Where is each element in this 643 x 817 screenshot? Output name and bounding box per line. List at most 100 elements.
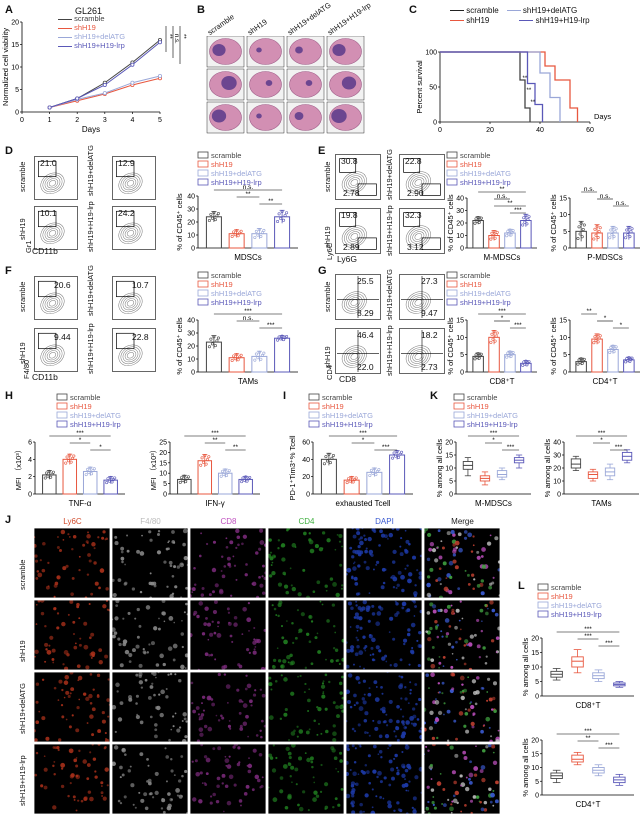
data-dot [493,339,497,343]
fluorescent-cell [235,578,238,581]
fluorescent-cell [56,626,60,630]
flow-percentage: 32.3 [405,210,422,220]
fluorescent-cell [472,712,476,716]
data-dot [594,233,598,237]
fluorescent-cell [350,802,353,805]
micrograph-CD4 [268,744,344,814]
data-dot [508,350,512,354]
data-dot [106,477,110,481]
fluorescent-cell [471,679,477,684]
micrograph-Ly6C [34,528,110,598]
contour [126,300,135,307]
fluorescent-cell [174,712,177,715]
fluorescent-cell [455,640,458,644]
fluorescent-cell [495,636,500,640]
fluorescent-cell [430,663,436,669]
fluorescent-cell [315,794,320,798]
fluorescent-cell [363,719,368,723]
fluorescent-cell [39,600,45,603]
fluorescent-cell [374,726,379,731]
fluorescent-cell [97,536,100,539]
y-axis-label: PD-1⁺Tim3⁺% Tcell [288,435,297,500]
fluorescent-cell [324,673,328,677]
fluorescent-cell [405,539,410,544]
fluorescent-cell [403,638,408,643]
flow-percentage: 2.89 [343,242,360,252]
fluorescent-cell [331,748,336,753]
y-tick-label: 100 [425,50,437,57]
fluorescent-cell [474,702,478,706]
bar-scramble [472,220,484,249]
panel-j-row-label: shH19+H19-lrp [18,755,27,806]
fluorescent-cell [413,591,418,596]
fluorescent-cell [167,547,170,551]
fluorescent-cell [305,632,310,636]
fluorescent-cell [198,601,204,606]
fluorescent-cell [195,706,200,710]
fluorescent-cell [346,771,350,777]
fluorescent-cell [158,693,161,696]
fluorescent-cell [184,653,188,658]
fluorescent-cell [392,637,396,641]
fluorescent-cell [349,546,353,550]
fluorescent-cell [395,528,400,531]
x-tick-label: 0 [438,127,442,134]
fluorescent-cell [101,710,105,715]
fluorescent-cell [88,602,91,605]
fluorescent-cell [346,760,349,765]
fluorescent-cell [204,652,209,657]
y-tick-label: 0 [15,110,19,117]
fluorescent-cell [173,621,176,624]
data-dot [239,353,243,357]
fluorescent-cell [353,663,355,666]
legend-swatch [56,420,68,428]
fluorescent-cell [181,645,184,649]
fluorescent-cell [304,666,308,669]
fluorescent-cell [485,745,489,749]
fluorescent-cell [176,794,179,797]
flow-plot [399,154,445,200]
fluorescent-cell [143,792,148,797]
fluorescent-cell [332,582,337,587]
fluorescent-cell [420,727,422,730]
fluorescent-cell [346,747,350,752]
y-axis-label: % among all cells [543,439,552,498]
fluorescent-cell [338,663,341,666]
flow-row-label: shH19+H19-lrp [86,201,95,252]
fluorescent-cell [211,702,216,707]
data-dot [200,456,204,460]
fluorescent-cell [436,736,439,740]
contour [126,230,135,237]
fluorescent-cell [452,553,456,557]
fluorescent-cell [34,543,37,548]
fluorescent-cell [150,641,155,646]
legend-swatch [453,411,465,419]
fluorescent-cell [212,747,216,751]
brain-outline [209,71,242,98]
legend-swatch [308,402,320,410]
flow-percentage: 22.8 [132,332,149,342]
fluorescent-cell [372,568,375,571]
fluorescent-cell [417,644,422,648]
fluorescent-cell [302,790,306,794]
data-dot [213,344,217,348]
fluorescent-cell [407,628,411,632]
fluorescent-cell [291,622,294,625]
data-dot [238,355,242,359]
sig-label: *** [514,207,522,214]
fluorescent-cell [484,661,488,665]
data-dot [577,358,581,362]
fluorescent-cell [318,723,320,725]
sig-label: n.s. [497,193,508,200]
fluorescent-cell [282,764,288,769]
panel-f-bar-chart: scrambleshH19shH19+delATGshH19+H19-lrp01… [175,271,298,386]
data-dot [324,455,328,459]
fluorescent-cell [400,675,404,679]
fluorescent-cell [436,624,440,627]
legend-swatch [56,411,68,419]
fluorescent-cell [128,652,133,658]
fluorescent-cell [351,804,355,808]
x-tick-label: 5 [158,117,162,124]
fluorescent-cell [316,580,321,585]
fluorescent-cell [452,559,457,564]
